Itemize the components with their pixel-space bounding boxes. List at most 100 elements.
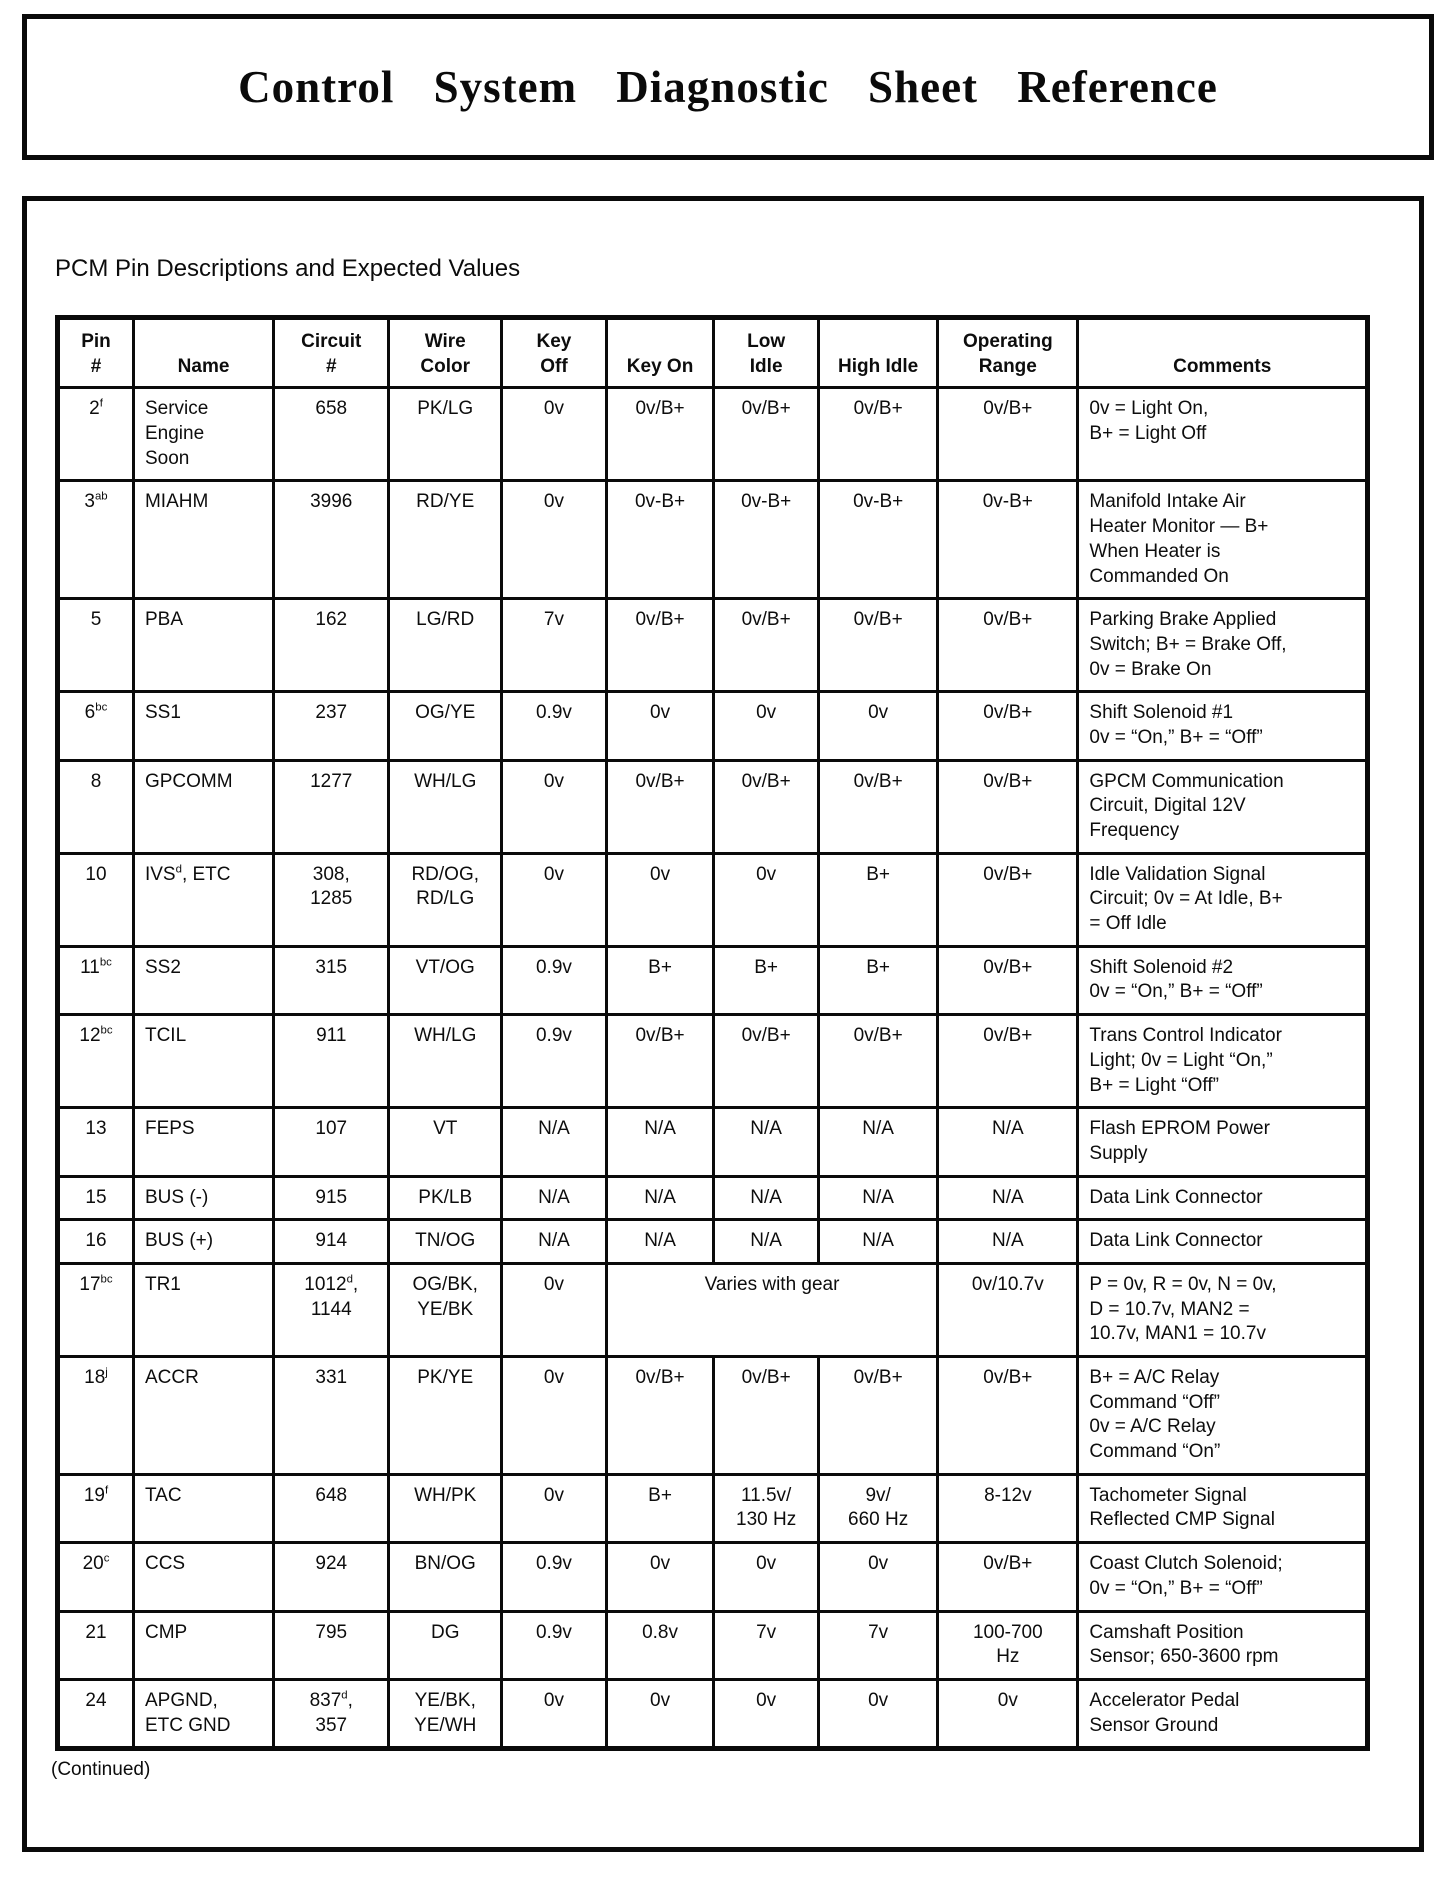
table-cell: 0v — [604, 1677, 716, 1751]
column-header: Pin # — [56, 315, 135, 390]
table-cell: BUS (-) — [131, 1174, 276, 1222]
table-cell: Manifold Intake Air Heater Monitor — B+ … — [1076, 479, 1369, 601]
table-cell: 11.5v/ 130 Hz — [712, 1472, 821, 1545]
table-cell: 0v-B+ — [604, 479, 716, 601]
table-cell: 0v — [712, 690, 821, 762]
table-cell: 0v — [712, 1541, 821, 1613]
table-cell: 100-700 Hz — [936, 1609, 1080, 1681]
table-row: 19f TAC 648 WH/PK 0v B+ 11.5v/ 130 Hz 9v/ 660 H… — [56, 1472, 1369, 1545]
table-cell: 11bc — [56, 944, 135, 1017]
table-cell: 0v-B+ — [817, 479, 940, 601]
table-cell: 0v/B+ — [817, 1013, 940, 1110]
table-cell: Tachometer Signal Reflected CMP Signal — [1076, 1472, 1369, 1545]
table-cell: BUS (+) — [131, 1218, 276, 1265]
column-header: Name — [131, 315, 276, 390]
table-cell: 1012d, 1144 — [272, 1261, 391, 1359]
table-cell: 6bc — [56, 690, 135, 762]
table-row: 11bc SS2 315 VT/OG 0.9v B+ B+ B+ 0v/B+ Shift Sole… — [56, 944, 1369, 1017]
table-cell: 795 — [272, 1609, 391, 1681]
table-cell: BN/OG — [387, 1541, 504, 1613]
table-cell: Accelerator Pedal Sensor Ground — [1076, 1677, 1369, 1751]
table-cell: GPCM Communication Circuit, Digital 12V … — [1076, 758, 1369, 855]
table-cell: Idle Validation Signal Circuit; 0v = At … — [1076, 851, 1369, 948]
column-header: Wire Color — [387, 315, 504, 390]
table-cell: CMP — [131, 1609, 276, 1681]
table-row: 20c CCS 924 BN/OG 0.9v 0v 0v 0v 0v/B+ Coast Clutc… — [56, 1541, 1369, 1613]
table-cell: TCIL — [131, 1013, 276, 1110]
table-row: 16 BUS (+) 914 TN/OG N/A N/A N/A N/A N/A Data Lin… — [56, 1218, 1369, 1265]
table-cell: B+ — [604, 1472, 716, 1545]
table-cell: P = 0v, R = 0v, N = 0v, D = 10.7v, MAN2 … — [1076, 1261, 1369, 1359]
table-cell: 0v/B+ — [604, 386, 716, 483]
table-cell: Camshaft Position Sensor; 650-3600 rpm — [1076, 1609, 1369, 1681]
table-cell: 0v — [500, 758, 608, 855]
table-row: 15 BUS (-) 915 PK/LB N/A N/A N/A N/A N/A Data Lin… — [56, 1174, 1369, 1222]
column-header: High Idle — [817, 315, 940, 390]
table-cell: 0.9v — [500, 1609, 608, 1681]
table-cell: 0v — [604, 851, 716, 948]
table-cell: 3ab — [56, 479, 135, 601]
table-cell: 0v/B+ — [604, 1355, 716, 1476]
table-cell: Shift Solenoid #2 0v = “On,” B+ = “Off” — [1076, 944, 1369, 1017]
table-cell: RD/OG, RD/LG — [387, 851, 504, 948]
table-cell: 15 — [56, 1174, 135, 1222]
table-cell: VT — [387, 1106, 504, 1178]
table-cell: 0v — [500, 1677, 608, 1751]
table-cell: 20c — [56, 1541, 135, 1613]
column-header: Low Idle — [712, 315, 821, 390]
table-cell: 0v — [500, 479, 608, 601]
table-cell: N/A — [817, 1174, 940, 1222]
table-cell: 0v/B+ — [604, 597, 716, 694]
table-cell: 7v — [712, 1609, 821, 1681]
table-cell: 0v/B+ — [936, 758, 1080, 855]
table-cell: 0.9v — [500, 690, 608, 762]
table-row: 12bc TCIL 911 WH/LG 0.9v 0v/B+ 0v/B+ 0v/B+ 0v/B+… — [56, 1013, 1369, 1110]
table-cell: OG/YE — [387, 690, 504, 762]
table-cell: N/A — [712, 1106, 821, 1178]
table-cell: N/A — [936, 1106, 1080, 1178]
table-cell: 924 — [272, 1541, 391, 1613]
table-cell: Varies with gear — [604, 1261, 940, 1359]
table-cell: N/A — [604, 1218, 716, 1265]
table-cell: 0v — [500, 851, 608, 948]
table-cell: 8-12v — [936, 1472, 1080, 1545]
table-cell: PBA — [131, 597, 276, 694]
continued-note: (Continued) — [51, 1759, 151, 1781]
table-cell: OG/BK, YE/BK — [387, 1261, 504, 1359]
table-cell: B+ — [817, 944, 940, 1017]
table-cell: 162 — [272, 597, 391, 694]
table-cell: 0v/B+ — [712, 1013, 821, 1110]
table-row: 2f Service Engine Soon 658 PK/LG 0v 0v/B+ 0v/B… — [56, 386, 1369, 483]
table-cell: 12bc — [56, 1013, 135, 1110]
table-cell: YE/BK, YE/WH — [387, 1677, 504, 1751]
table-cell: 0v/B+ — [712, 1355, 821, 1476]
table-cell: 21 — [56, 1609, 135, 1681]
table-cell: DG — [387, 1609, 504, 1681]
table-cell: 0v/B+ — [604, 758, 716, 855]
column-header: Circuit # — [272, 315, 391, 390]
table-cell: 0v-B+ — [712, 479, 821, 601]
table-cell: N/A — [936, 1174, 1080, 1222]
table-cell: 915 — [272, 1174, 391, 1222]
table-cell: 13 — [56, 1106, 135, 1178]
table-cell: 1277 — [272, 758, 391, 855]
table-cell: N/A — [604, 1174, 716, 1222]
column-header: Operating Range — [936, 315, 1080, 390]
column-header: Comments — [1076, 315, 1369, 390]
table-cell: N/A — [604, 1106, 716, 1178]
table-cell: 0v/B+ — [936, 1355, 1080, 1476]
page-title: Control System Diagnostic Sheet Referenc… — [238, 62, 1218, 112]
table-cell: Service Engine Soon — [131, 386, 276, 483]
table-cell: RD/YE — [387, 479, 504, 601]
table-cell: 0v/B+ — [712, 386, 821, 483]
table-cell: ACCR — [131, 1355, 276, 1476]
table-cell: 0v/B+ — [712, 597, 821, 694]
table-cell: Data Link Connector — [1076, 1174, 1369, 1222]
table-cell: MIAHM — [131, 479, 276, 601]
table-cell: LG/RD — [387, 597, 504, 694]
table-cell: 0v — [500, 1472, 608, 1545]
section-heading: PCM Pin Descriptions and Expected Values — [55, 255, 521, 282]
table-row: 5 PBA 162 LG/RD 7v 0v/B+ 0v/B+ 0v/B+ 0v/B+ Parkin… — [56, 597, 1369, 694]
table-cell: TR1 — [131, 1261, 276, 1359]
table-cell: 0v — [817, 1677, 940, 1751]
